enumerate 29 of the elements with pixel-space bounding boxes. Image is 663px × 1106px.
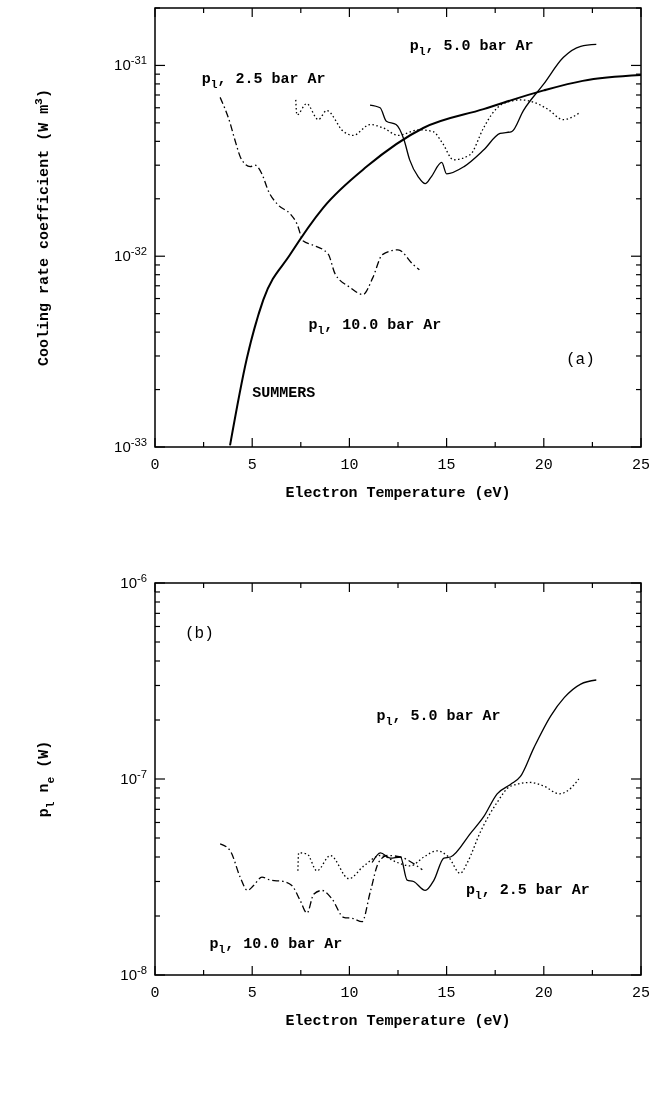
- y-tick-label: 10$^{-31}$: [114, 54, 147, 74]
- y-tick-label: 10$^{-7}$: [120, 768, 147, 787]
- text: (a): [566, 350, 595, 369]
- x-tick-label: 15: [437, 985, 456, 1002]
- x-tick-label: 20: [534, 457, 553, 474]
- x-tick-label: 10: [340, 457, 359, 474]
- text: (b): [185, 625, 214, 643]
- x-tick-label: 15: [437, 457, 456, 474]
- x-tick-label: 25: [631, 985, 651, 1002]
- series-label: p$_{l}$, 2.5 bar Ar: [201, 70, 326, 91]
- x-tick-label: 10: [340, 985, 359, 1002]
- y-tick-label: 10$^{-32}$: [114, 245, 147, 265]
- series-label: p$_{l}$, 2.5 bar Ar: [466, 882, 590, 903]
- x-tick-label: 5: [247, 457, 257, 474]
- x-tick-label: 25: [631, 457, 651, 474]
- y-tick-label: 10$^{-6}$: [120, 572, 147, 591]
- x-tick-label: 20: [534, 985, 553, 1002]
- text: p$_{l}$, 5.0 bar Ar: [376, 707, 501, 728]
- y-tick-label: 10$^{-33}$: [114, 436, 147, 455]
- series-label: SUMMERS: [252, 385, 316, 403]
- x-axis-title: Electron Temperature (eV): [285, 1013, 511, 1030]
- series-label: p$_{l}$, 10.0 bar Ar: [209, 936, 343, 957]
- text: p$_{l}$, 10.0 bar Ar: [308, 316, 442, 337]
- y-tick-label: 10$^{-8}$: [120, 964, 147, 983]
- x-tick-label: 5: [247, 985, 257, 1002]
- x-tick-label: 0: [150, 985, 160, 1002]
- x-tick-label: 0: [150, 457, 160, 474]
- series-label: p$_{l}$, 5.0 bar Ar: [409, 38, 534, 59]
- x-axis-title: Electron Temperature (eV): [285, 485, 511, 502]
